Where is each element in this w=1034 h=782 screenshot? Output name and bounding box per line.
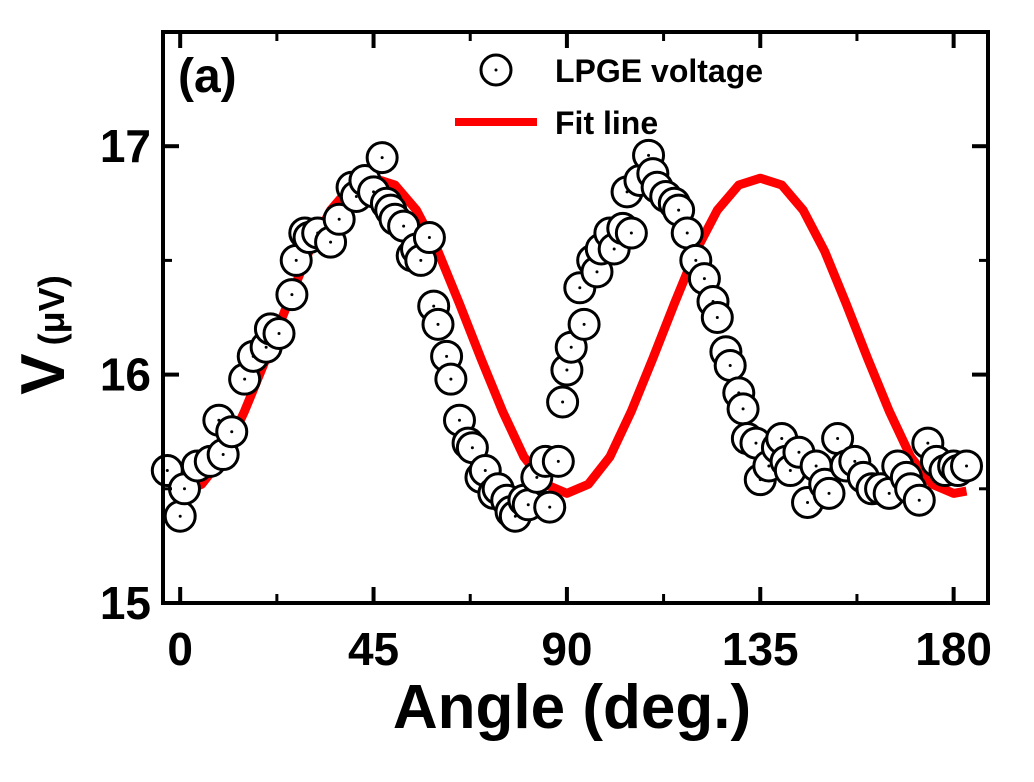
x-tick-labels: 0 45 90 135 180 bbox=[167, 623, 992, 675]
data-point bbox=[950, 449, 984, 483]
data-point bbox=[421, 307, 455, 341]
data-point bbox=[713, 348, 747, 382]
y-tick-label: 16 bbox=[100, 349, 151, 401]
y-axis-title-unit: (μV) bbox=[31, 275, 72, 345]
data-point bbox=[215, 415, 249, 449]
data-point bbox=[726, 392, 760, 426]
data-point bbox=[533, 490, 567, 524]
data-point bbox=[262, 316, 296, 350]
y-axis-title-main: V bbox=[9, 353, 78, 394]
y-tick-label: 15 bbox=[100, 577, 151, 629]
x-tick-label: 180 bbox=[915, 623, 992, 675]
data-point bbox=[614, 216, 648, 250]
legend-label-fit: Fit line bbox=[555, 105, 658, 141]
x-tick-label: 0 bbox=[167, 623, 193, 675]
data-point bbox=[434, 362, 468, 396]
data-point bbox=[670, 216, 704, 250]
data-point bbox=[541, 444, 575, 478]
data-point bbox=[275, 278, 309, 312]
data-point bbox=[700, 301, 734, 334]
x-tick-label: 45 bbox=[348, 623, 399, 675]
x-axis-title: Angle (deg.) bbox=[393, 673, 751, 742]
legend: LPGE voltage Fit line bbox=[455, 53, 763, 141]
legend-marker-lpge-dot bbox=[494, 68, 498, 72]
scatter-points-layer bbox=[150, 138, 984, 533]
data-point bbox=[163, 499, 197, 533]
axis-ticks bbox=[163, 32, 988, 605]
panel-label: (a) bbox=[178, 50, 237, 103]
y-tick-labels: 15 16 17 bbox=[100, 120, 151, 629]
svg-text:V (μV): V (μV) bbox=[9, 275, 78, 394]
x-tick-label: 90 bbox=[541, 623, 592, 675]
data-point bbox=[546, 385, 580, 419]
legend-label-lpge: LPGE voltage bbox=[555, 53, 763, 89]
data-point bbox=[567, 307, 601, 341]
data-point bbox=[365, 141, 399, 175]
data-point bbox=[412, 221, 446, 255]
x-tick-label: 135 bbox=[722, 623, 799, 675]
data-point bbox=[902, 483, 936, 517]
y-tick-label: 17 bbox=[100, 120, 151, 172]
data-point bbox=[322, 202, 356, 236]
plot-frame bbox=[161, 30, 990, 605]
data-point bbox=[812, 476, 846, 510]
y-axis-title: V (μV) bbox=[9, 275, 78, 394]
